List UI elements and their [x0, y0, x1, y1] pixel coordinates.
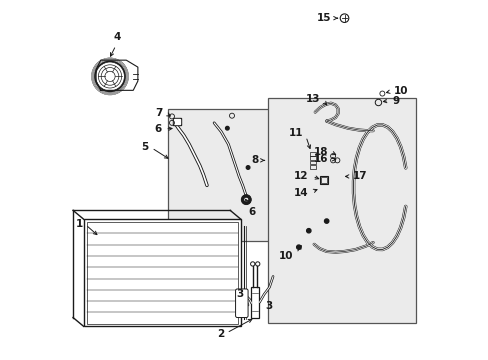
Bar [167, 109, 274, 241]
Bar [251, 287, 259, 318]
Text: 10: 10 [393, 86, 407, 96]
Bar [173, 118, 181, 125]
Text: 9: 9 [391, 96, 398, 106]
Bar [83, 219, 241, 327]
Bar [309, 161, 316, 164]
Text: 3: 3 [264, 301, 272, 311]
Bar [86, 222, 238, 324]
Bar [320, 177, 326, 183]
Text: 7: 7 [155, 108, 163, 118]
Bar [309, 157, 316, 160]
Text: 1: 1 [76, 219, 83, 229]
Bar [319, 176, 328, 184]
Text: 5: 5 [141, 142, 148, 152]
Circle shape [296, 245, 300, 249]
Text: 2: 2 [217, 329, 224, 339]
Polygon shape [96, 60, 138, 90]
Text: 15: 15 [316, 13, 330, 23]
Text: 6: 6 [247, 207, 255, 217]
Text: 6: 6 [154, 124, 162, 134]
Text: 18: 18 [314, 147, 328, 157]
Text: 4: 4 [114, 32, 121, 42]
Text: 13: 13 [305, 94, 320, 104]
Text: 11: 11 [288, 128, 303, 138]
Circle shape [246, 166, 249, 169]
Text: 16: 16 [314, 154, 328, 164]
Bar [309, 165, 316, 168]
Bar [309, 152, 316, 156]
Text: 10: 10 [278, 251, 293, 261]
Circle shape [324, 219, 328, 223]
Text: 17: 17 [352, 171, 366, 181]
Bar [267, 98, 415, 323]
FancyBboxPatch shape [235, 289, 247, 318]
Text: 14: 14 [294, 188, 308, 198]
Text: 8: 8 [251, 156, 258, 165]
Circle shape [225, 126, 229, 130]
Bar [173, 119, 180, 124]
Text: 3: 3 [236, 289, 244, 299]
Text: 12: 12 [294, 171, 308, 181]
Circle shape [306, 229, 310, 233]
